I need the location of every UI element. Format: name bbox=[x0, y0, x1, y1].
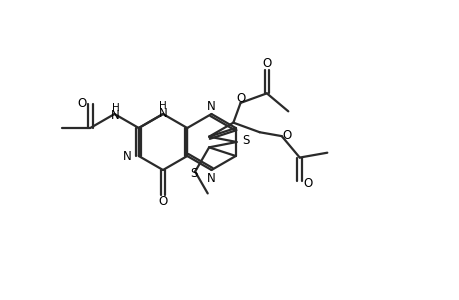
Text: S: S bbox=[190, 167, 197, 180]
Text: O: O bbox=[281, 129, 291, 142]
Text: O: O bbox=[78, 97, 87, 110]
Text: H: H bbox=[112, 103, 119, 113]
Text: O: O bbox=[262, 57, 271, 70]
Text: O: O bbox=[158, 195, 167, 208]
Text: N: N bbox=[207, 100, 215, 112]
Text: N: N bbox=[158, 106, 167, 119]
Text: N: N bbox=[207, 172, 215, 184]
Text: N: N bbox=[123, 149, 131, 163]
Text: N: N bbox=[111, 109, 120, 122]
Text: O: O bbox=[302, 177, 312, 190]
Text: S: S bbox=[241, 134, 249, 148]
Text: O: O bbox=[235, 92, 245, 105]
Text: H: H bbox=[159, 101, 167, 111]
